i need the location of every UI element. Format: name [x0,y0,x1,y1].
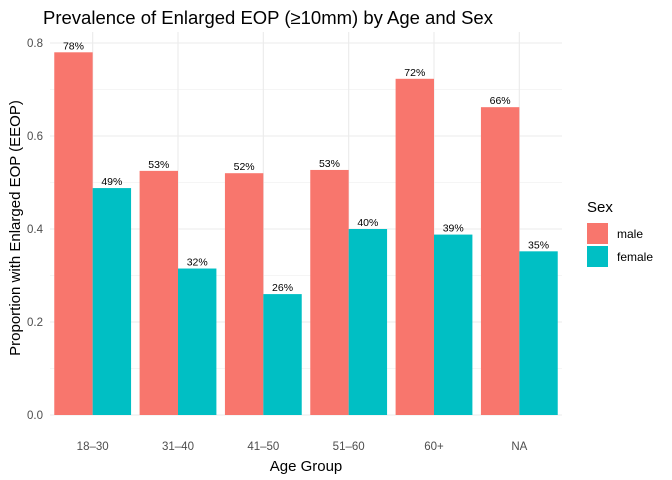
x-tick-label: 60+ [424,441,444,453]
data-label-male: 66% [490,95,511,107]
bar-male [480,107,520,416]
x-tick-label: 31–40 [162,441,194,453]
bar-female [263,294,302,415]
legend-label-female: female [617,250,653,264]
bars [54,52,558,416]
x-tick-label: 51–60 [333,441,365,453]
legend-key-male [587,223,608,244]
data-label-male: 72% [404,67,425,79]
y-tick-label: 0.2 [27,317,43,329]
chart-title: Prevalence of Enlarged EOP (≥10mm) by Ag… [43,7,494,28]
data-label-female: 35% [528,239,549,251]
y-axis-ticks: 0.0 0.2 0.4 0.6 0.8 [27,38,44,422]
legend-key-female [587,246,608,267]
data-label-female: 32% [187,257,208,269]
data-label-female: 39% [443,223,464,235]
bar-female [348,229,388,415]
data-label-male: 53% [319,158,340,170]
bar-male [395,78,434,416]
data-label-male: 78% [63,40,84,52]
y-tick-label: 0.8 [27,38,43,50]
x-axis-ticks: 18–30 31–40 41–50 51–60 60+ NA [77,441,528,453]
legend: Sex male female [587,199,653,267]
legend-title: Sex [587,199,613,216]
x-axis-title: Age Group [270,458,343,475]
data-label-female: 26% [272,282,293,294]
x-tick-label: 41–50 [247,441,279,453]
data-label-male: 52% [234,161,255,173]
y-tick-label: 0.0 [27,410,43,422]
bar-male [310,169,349,415]
legend-items: male female [587,223,653,267]
y-tick-label: 0.4 [27,224,44,236]
bar-male [54,52,93,416]
bar-male [224,173,264,415]
data-label-male: 53% [148,159,169,171]
bar-female [434,234,473,415]
x-tick-label: NA [511,441,527,453]
y-axis-title: Proportion with Enlarged EOP (EEOP) [7,100,24,356]
bar-female [92,188,132,415]
x-tick-label: 18–30 [77,441,109,453]
bar-female [178,268,217,415]
bar-male [139,170,178,415]
data-labels: 78% 53% 52% 53% 72% 66% 49% 32% 26% 40% 39% 35% [63,40,549,294]
bar-female [519,251,558,415]
data-label-female: 40% [357,217,378,229]
legend-label-male: male [617,227,643,241]
y-tick-label: 0.6 [27,131,43,143]
data-label-female: 49% [101,176,122,188]
